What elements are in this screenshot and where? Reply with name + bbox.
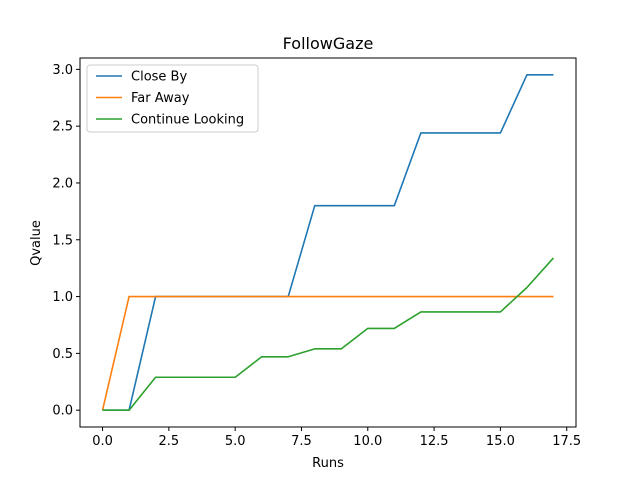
y-tick-label: 3.0 (52, 63, 73, 78)
y-axis: 0.0 0.5 1.0 1.5 2.0 2.5 3.0 (52, 63, 80, 419)
x-tick-label: 0.0 (92, 434, 113, 449)
y-tick-label: 2.5 (52, 120, 73, 135)
plot-lines (101, 74, 555, 411)
plot-frame (79, 57, 577, 428)
series-line-far-away (101, 295, 554, 411)
y-tick-label: 2.0 (52, 176, 73, 191)
x-axis-label: Runs (312, 456, 344, 471)
legend-box (86, 64, 259, 133)
x-axis: 0.0 2.5 5.0 7.5 10.0 12.5 15.0 17.5 (92, 427, 581, 449)
y-tick-label: 0.5 (52, 347, 73, 362)
legend: Close By Far Away Continue Looking (86, 64, 259, 133)
y-tick-label: 1.0 (52, 290, 73, 305)
x-tick-label: 15.0 (486, 434, 515, 449)
chart-title: FollowGaze (283, 34, 374, 53)
legend-label-far-away: Far Away (131, 91, 190, 106)
x-tick-label: 12.5 (420, 434, 449, 449)
x-tick-label: 7.5 (291, 434, 312, 449)
x-tick-label: 2.5 (159, 434, 180, 449)
legend-label-continue-looking: Continue Looking (131, 113, 244, 128)
x-tick-label: 10.0 (353, 434, 382, 449)
legend-label-close-by: Close By (131, 70, 187, 85)
x-tick-label: 5.0 (225, 434, 246, 449)
series-line-continue-looking (102, 257, 555, 411)
y-tick-label: 1.5 (52, 233, 73, 248)
y-tick-label: 0.0 (52, 404, 73, 419)
x-tick-label: 17.5 (552, 434, 581, 449)
y-axis-label: Qvalue (29, 220, 44, 266)
